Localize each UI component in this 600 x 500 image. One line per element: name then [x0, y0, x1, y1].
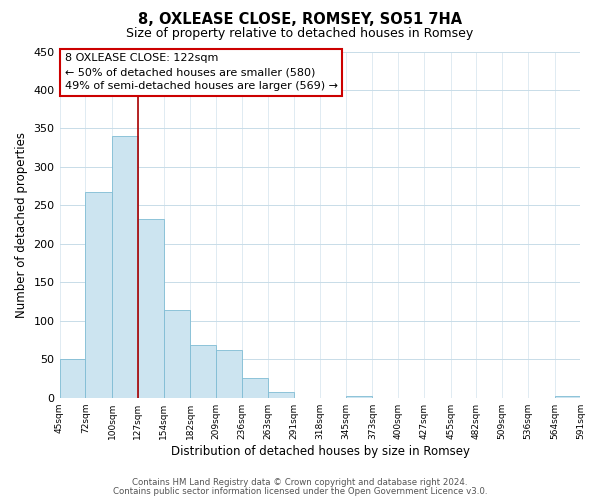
- Text: 8, OXLEASE CLOSE, ROMSEY, SO51 7HA: 8, OXLEASE CLOSE, ROMSEY, SO51 7HA: [138, 12, 462, 28]
- Bar: [268, 392, 294, 398]
- Bar: [112, 136, 138, 398]
- Y-axis label: Number of detached properties: Number of detached properties: [15, 132, 28, 318]
- Text: Size of property relative to detached houses in Romsey: Size of property relative to detached ho…: [127, 28, 473, 40]
- X-axis label: Distribution of detached houses by size in Romsey: Distribution of detached houses by size …: [170, 444, 470, 458]
- Bar: [138, 219, 164, 398]
- Text: Contains public sector information licensed under the Open Government Licence v3: Contains public sector information licen…: [113, 486, 487, 496]
- Bar: [59, 359, 85, 398]
- Bar: [346, 396, 373, 398]
- Bar: [85, 192, 112, 398]
- Bar: [190, 346, 216, 398]
- Bar: [242, 378, 268, 398]
- Bar: [555, 396, 580, 398]
- Bar: [164, 310, 190, 398]
- Text: Contains HM Land Registry data © Crown copyright and database right 2024.: Contains HM Land Registry data © Crown c…: [132, 478, 468, 487]
- Bar: [216, 350, 242, 398]
- Text: 8 OXLEASE CLOSE: 122sqm
← 50% of detached houses are smaller (580)
49% of semi-d: 8 OXLEASE CLOSE: 122sqm ← 50% of detache…: [65, 53, 338, 91]
